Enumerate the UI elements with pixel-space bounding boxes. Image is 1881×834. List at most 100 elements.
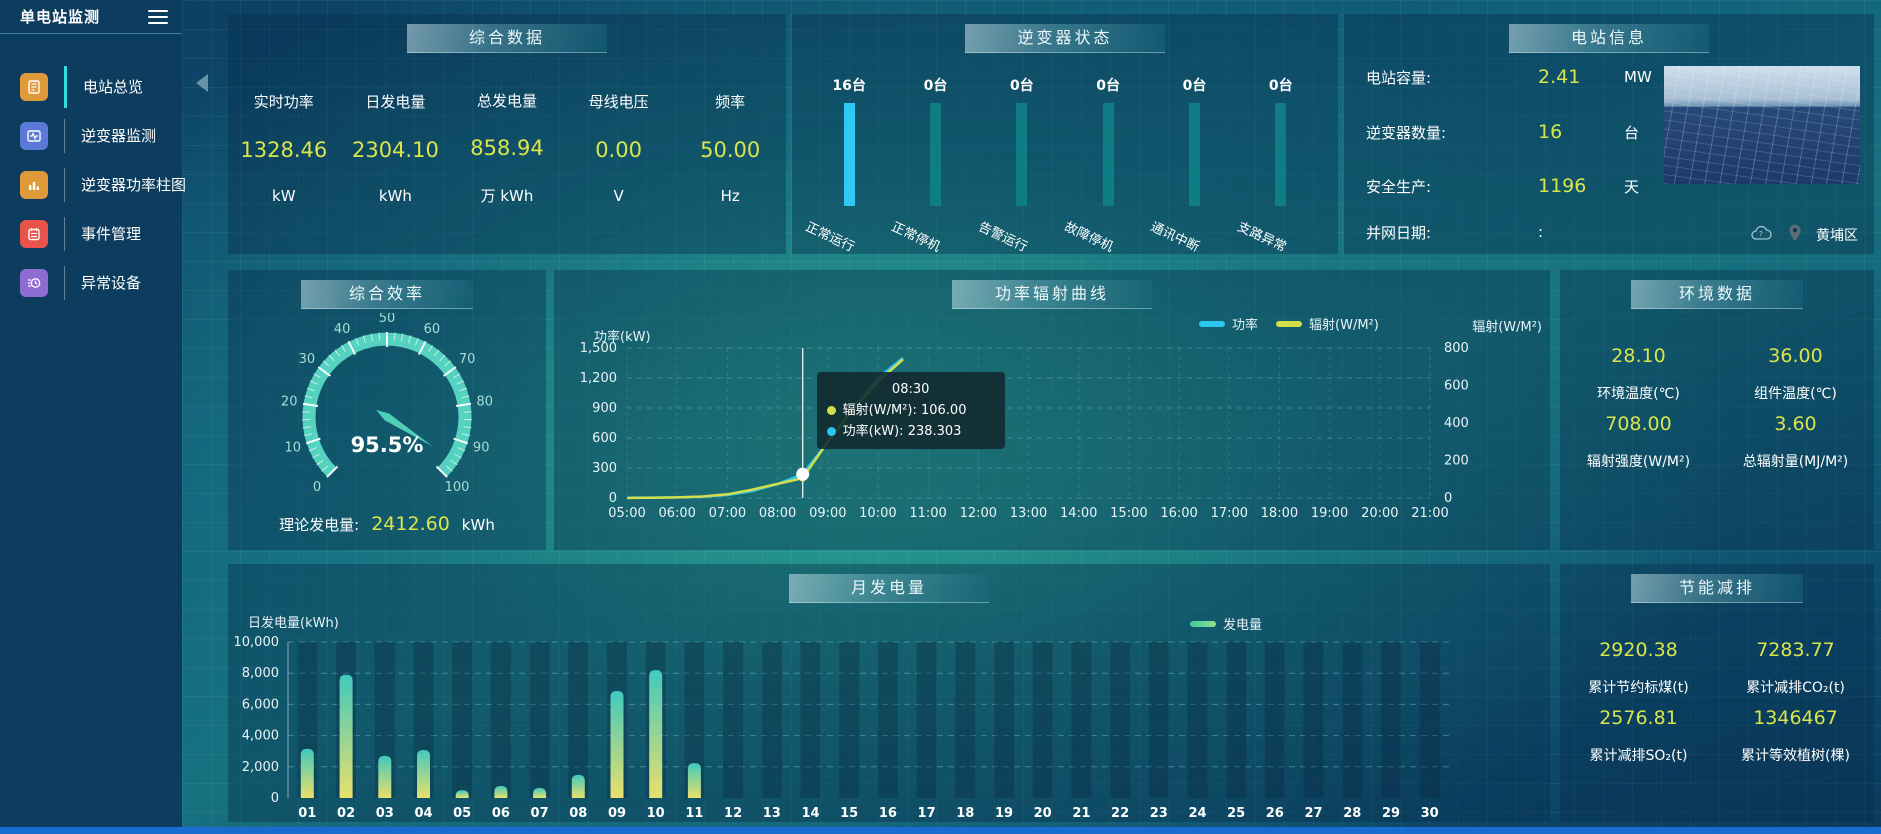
saving-co2: 7283.77 累计减排CO₂(t): [1717, 639, 1874, 697]
svg-text:17: 17: [918, 806, 936, 821]
metric-unit: V: [613, 187, 624, 206]
legend-label: 发电量: [1223, 618, 1263, 633]
metric-label: 实时功率: [253, 92, 314, 111]
panel-energy-saving: 节能减排 2920.38 累计节约标煤(t) 7283.77 累计减排CO₂(t…: [1560, 564, 1874, 822]
metric-value: 0.00: [595, 137, 642, 162]
panel-environment: 环境数据 28.10 环境温度(℃) 36.00 组件温度(℃) 708.00 …: [1560, 270, 1874, 550]
saving-row: 2576.81 累计减排SO₂(t) 1346467 累计等效植树(棵): [1560, 707, 1874, 765]
inverter-count: 16台: [832, 78, 866, 94]
svg-text:100: 100: [445, 480, 470, 495]
svg-text:20: 20: [281, 395, 298, 410]
svg-text:13: 13: [763, 806, 781, 821]
bar-chart-icon: [20, 170, 48, 199]
sidebar-item-label: 逆变器功率柱图: [81, 176, 187, 194]
svg-text:1,200: 1,200: [580, 371, 617, 386]
saving-coal: 2920.38 累计节约标煤(t): [1560, 639, 1717, 697]
svg-text:20:00: 20:00: [1361, 506, 1398, 521]
sidebar-item-station-overview[interactable]: 电站总览: [0, 62, 182, 111]
theory-unit: kWh: [461, 516, 495, 534]
sidebar-item-inverter-power-bars[interactable]: 逆变器功率柱图: [0, 160, 186, 209]
svg-text:08: 08: [569, 806, 587, 821]
inverter-state-label: 告警运行: [975, 219, 1030, 256]
metric-value: 1328.46: [240, 137, 328, 162]
inverter-bar: [1102, 103, 1114, 206]
svg-text:04: 04: [414, 806, 432, 821]
svg-text:11: 11: [685, 806, 703, 821]
inverter-status-bars: 16台 正常运行 0台 正常停机 0台 告警运行 0台 故障停机: [792, 75, 1338, 260]
info-label: 电站容量:: [1366, 68, 1432, 87]
svg-text:18:00: 18:00: [1261, 506, 1298, 521]
panel-title: 节能减排: [1631, 574, 1803, 603]
inverter-count: 0台: [1268, 78, 1293, 94]
saving-value: 7283.77: [1756, 639, 1835, 661]
legend-power[interactable]: 功率: [1199, 314, 1258, 333]
panel-inverter-status: 逆变器状态 16台 正常运行 0台 正常停机 0台 告警运行: [792, 14, 1338, 255]
sidebar-item-label: 异常设备: [81, 274, 142, 292]
saving-trees: 1346467 累计等效植树(棵): [1717, 707, 1874, 765]
sidebar-item-event-management[interactable]: 事件管理: [0, 209, 182, 258]
tooltip-text: 辐射(W/M²): 106.00: [842, 403, 967, 418]
panel-title: 月发电量: [789, 574, 989, 603]
svg-text:22: 22: [1111, 806, 1129, 821]
svg-text:13:00: 13:00: [1010, 506, 1047, 521]
app-title: 单电站监测: [20, 8, 101, 26]
svg-text:0: 0: [609, 491, 617, 506]
metric-frequency: 频率 50.00 Hz: [674, 59, 786, 241]
inverter-status-item: 0台 告警运行: [975, 75, 1065, 260]
inverter-state-label: 支路异常: [1234, 219, 1289, 256]
legend-radiation[interactable]: 辐射(W/M²): [1276, 314, 1379, 333]
hamburger-menu-icon[interactable]: [148, 9, 168, 24]
panel-monthly-energy: 月发电量 日发电量(kWh) 发电量 0 2,000 4,000 6,000 8,000…: [228, 564, 1550, 822]
svg-text:30: 30: [1421, 806, 1439, 821]
svg-text:15:00: 15:00: [1110, 506, 1147, 521]
svg-text:07: 07: [531, 806, 549, 821]
inverter-monitor-icon: [20, 121, 48, 150]
svg-text:800: 800: [1444, 341, 1469, 356]
saving-so2: 2576.81 累计减排SO₂(t): [1560, 707, 1717, 765]
panel-title: 电站信息: [1509, 24, 1709, 53]
sidebar-collapse-arrow[interactable]: [196, 74, 208, 92]
svg-text:400: 400: [1444, 416, 1469, 431]
env-row: 28.10 环境温度(℃) 36.00 组件温度(℃): [1560, 345, 1874, 403]
inverter-state-label: 故障停机: [1062, 219, 1116, 256]
efficiency-gauge[interactable]: 0 10 20 30 40 50 60 70 80 90 100 95.5%: [257, 313, 517, 511]
svg-text:8,000: 8,000: [242, 666, 279, 681]
power-radiation-chart[interactable]: 05:00 06:00 07:00 08:00 09:00 10:00 11:00 12:00…: [554, 270, 1550, 550]
legend-generation[interactable]: 发电量: [1190, 614, 1262, 633]
saving-value: 2576.81: [1599, 707, 1678, 729]
svg-text:1,500: 1,500: [580, 341, 617, 356]
env-label: 环境温度(℃): [1597, 386, 1680, 402]
tooltip-dot: [826, 406, 836, 415]
power-curve-legend[interactable]: 功率 辐射(W/M²): [1199, 314, 1379, 333]
env-value: 28.10: [1611, 345, 1666, 367]
legend-label: 功率: [1232, 318, 1259, 333]
env-value: 36.00: [1768, 345, 1823, 367]
legend-mark-power: [1199, 320, 1225, 327]
monthly-energy-chart[interactable]: 0 2,000 4,000 6,000 8,000 10,000 01 02 03 04 05 06 0…: [228, 564, 1550, 822]
sidebar-item-abnormal-devices[interactable]: 异常设备: [0, 258, 182, 307]
sidebar-item-label: 逆变器监测: [81, 127, 157, 145]
summary-metrics: 实时功率 1328.46 kW 日发电量 2304.10 kWh 总发电量 85…: [228, 59, 786, 241]
metric-value: 858.94: [470, 136, 544, 160]
svg-text:28: 28: [1343, 806, 1361, 821]
metric-bus-voltage: 母线电压 0.00 V: [563, 59, 675, 241]
right-axis-name: 辐射(W/M²): [1472, 320, 1542, 335]
horizontal-scrollbar[interactable]: [0, 827, 1881, 834]
env-label: 总辐射量(MJ/M²): [1742, 454, 1849, 470]
info-unit: 天: [1624, 177, 1640, 196]
env-total-radiation: 3.60 总辐射量(MJ/M²): [1717, 413, 1874, 471]
sidebar-item-label: 电站总览: [83, 78, 144, 96]
env-value: 3.60: [1774, 413, 1817, 435]
svg-text:14:00: 14:00: [1060, 506, 1097, 521]
inverter-state-label: 正常停机: [889, 219, 943, 256]
sidebar-item-inverter-monitor[interactable]: 逆变器监测: [0, 111, 182, 160]
tooltip-row-power: 功率(kW): 238.303: [826, 421, 995, 442]
info-row-capacity: 电站容量: 2.41 MW: [1366, 50, 1666, 104]
monthly-legend[interactable]: 发电量: [1190, 614, 1262, 633]
saving-value: 1346467: [1753, 707, 1838, 729]
monthly-y-axis-name: 日发电量(kWh): [248, 616, 339, 631]
saving-label: 累计减排CO₂(t): [1746, 680, 1845, 696]
svg-text:0: 0: [313, 480, 321, 495]
item-divider: [64, 265, 65, 300]
svg-text:15: 15: [840, 806, 858, 821]
